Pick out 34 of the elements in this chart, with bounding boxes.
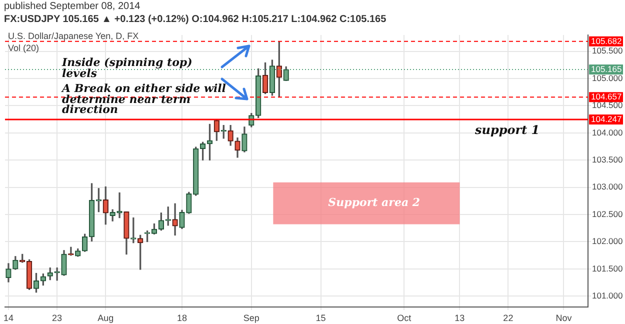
y-tick-label: 103.000 [592,182,623,192]
x-tick-label: Nov [556,312,572,323]
x-tick-label: 22 [503,312,514,323]
annotation: support 1 [475,123,540,137]
x-tick-label: 18 [176,312,187,323]
band-label: Support area 2 [328,196,420,210]
x-tick-label: Oct [397,312,412,323]
y-tick-label: 105.000 [592,72,623,83]
annotation: U.S. Dollar/Japanese Yen, D, FX [8,31,139,41]
x-tick-label: 14 [3,312,14,323]
candlestick [172,203,178,236]
chart-title: FX:USDJPY 105.165 ▲ +0.123 (+0.12%) O:104.962 H:105.217 L:104.962 C:105.165 [4,14,386,25]
y-tick-label: 103.500 [592,154,623,164]
candlestick [116,192,122,218]
y-tick-label: 102.500 [592,208,623,219]
x-tick-label: 23 [52,312,62,323]
chart-subtitle: published September 08, 2014 [4,1,140,12]
y-tick-label: 104.000 [592,127,623,138]
x-tick-label: 13 [454,312,465,323]
y-tick-label: 101.000 [592,290,623,300]
x-tick-label: Aug [98,312,114,323]
y-tick-label: 104.500 [592,100,623,110]
annotation: A Break on either side will determine near term direction [62,82,227,116]
y-tick-label: 101.500 [592,263,623,274]
y-tick-label: 105.500 [592,46,623,56]
annotation: Vol (20) [8,43,40,53]
x-tick-label: 15 [316,312,326,323]
ref-line-label: 105.165 [591,64,622,74]
x-tick-label: Sep [243,312,260,323]
ref-line-label: 104.247 [591,114,622,124]
ref-line-label: 105.682 [591,36,622,46]
annotation: Inside (spinning top) levels [62,56,194,80]
y-tick-label: 102.000 [592,236,623,246]
ref-line-label: 104.657 [591,92,622,102]
